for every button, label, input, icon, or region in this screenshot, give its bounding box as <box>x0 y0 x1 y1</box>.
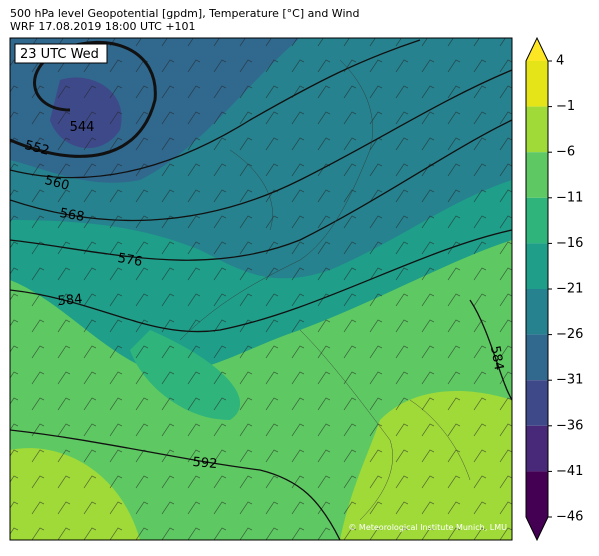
colorbar-tick-label: −46 <box>556 510 583 525</box>
colorbar-tick-label: −36 <box>556 418 583 433</box>
colorbar-tick-label: −16 <box>556 236 583 251</box>
colorbar-under <box>526 517 548 540</box>
colorbar-tick-label: −11 <box>556 190 583 205</box>
colorbar-tick-label: −1 <box>556 99 575 114</box>
colorbar-band <box>526 61 548 107</box>
colorbar-band <box>526 197 548 244</box>
contour-label: 560 <box>43 173 71 194</box>
colorbar-band <box>526 243 548 289</box>
contour-label: 584 <box>487 345 506 372</box>
colorbar-tick-label: −41 <box>556 464 583 479</box>
colorbar-band <box>526 471 548 517</box>
title: 500 hPa level Geopotential [gpdm], Tempe… <box>10 7 359 20</box>
colorbar-band <box>526 380 548 426</box>
contour-label: 576 <box>116 251 143 270</box>
colorbar-band <box>526 106 548 153</box>
contour-label: 552 <box>23 138 51 159</box>
colorbar-over <box>526 38 548 61</box>
colorbar-band <box>526 289 548 335</box>
contour-label: 568 <box>58 206 85 225</box>
subtitle: WRF 17.08.2019 18:00 UTC +101 <box>10 20 196 33</box>
colorbar-tick-label: −6 <box>556 145 575 160</box>
colorbar-band <box>526 425 548 472</box>
contour-label: 592 <box>192 455 218 472</box>
colorbar-tick-label: −26 <box>556 327 583 342</box>
colorbar: 4 −1 −6 −11 −16 −21 −26 −31 −36 −41 −46 <box>525 36 583 542</box>
contour-label: 544 <box>70 120 95 135</box>
map-frame <box>9 37 513 541</box>
colorbar-band <box>526 152 548 198</box>
colorbar-tick-label: 4 <box>556 54 564 69</box>
colorbar-band <box>526 334 548 381</box>
time-box <box>14 43 108 64</box>
colorbar-tick-label: −31 <box>556 373 583 388</box>
map <box>10 38 512 540</box>
time-label: 23 UTC Wed <box>20 47 99 62</box>
credit: © Meteorological Institute Munich, LMU <box>348 523 507 532</box>
colorbar-tick-label: −21 <box>556 282 583 297</box>
contour-label: 584 <box>57 292 83 309</box>
